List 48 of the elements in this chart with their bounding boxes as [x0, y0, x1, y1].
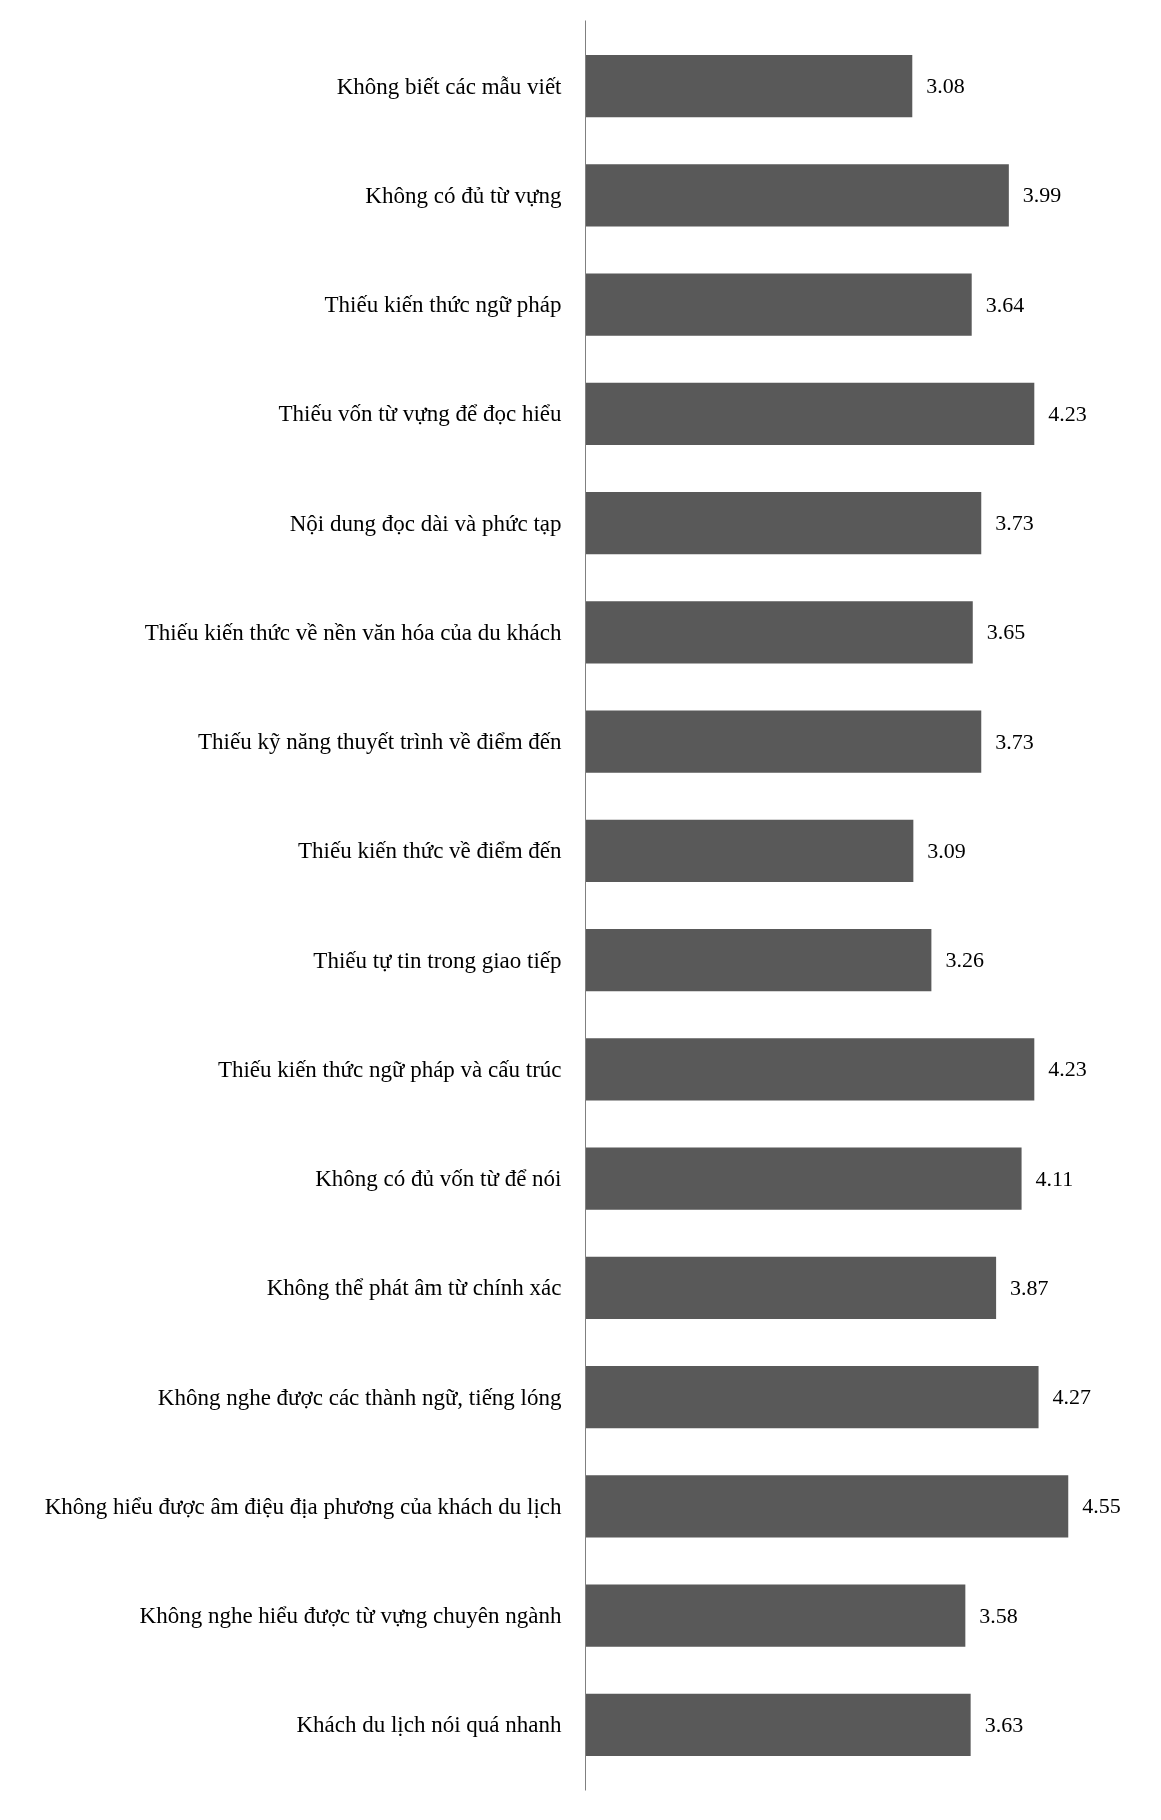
y-tick-label: Không nghe hiểu được từ vựng chuyên ngành: [139, 1603, 562, 1629]
bar: [585, 54, 913, 118]
y-tick-label: Không có đủ vốn từ để nói: [315, 1166, 562, 1192]
data-label: 3.63: [984, 1711, 1024, 1737]
data-label: 3.99: [1022, 182, 1062, 208]
y-tick-label: Không hiểu được âm điệu địa phương của khách du lịch: [44, 1493, 562, 1519]
bar: [585, 601, 973, 664]
y-tick-label: Thiếu tự tin trong giao tiếp: [313, 947, 562, 973]
y-tick-label: Không biết các mẫu viết: [336, 73, 563, 99]
y-tick-label: Khách du lịch nói quá nhanh: [296, 1712, 562, 1738]
y-tick-label: Không có đủ từ vựng: [365, 182, 562, 208]
bar: [585, 382, 1035, 445]
data-label: 4.27: [1052, 1384, 1092, 1410]
data-label: 4.11: [1035, 1165, 1074, 1191]
y-tick-label: Thiếu kiến thức ngữ pháp: [324, 292, 562, 318]
data-label: 3.73: [995, 728, 1034, 754]
data-label: 4.55: [1082, 1493, 1121, 1519]
bar: [585, 928, 932, 992]
bar: [585, 1147, 1022, 1210]
bar: [585, 273, 972, 336]
y-tick-label: Thiếu kiến thức ngữ pháp và cấu trúc: [217, 1056, 562, 1082]
data-label: 3.26: [945, 947, 984, 973]
bar: [585, 819, 914, 883]
data-label: 3.64: [985, 291, 1025, 317]
data-label: 3.58: [979, 1602, 1018, 1628]
bar: [585, 164, 1009, 227]
y-tick-label: Thiếu kiến thức về nền văn hóa của du khách: [144, 619, 562, 645]
y-tick-label: Không nghe được các thành ngữ, tiếng lóng: [157, 1384, 562, 1410]
y-tick-label: Thiếu kiến thức về điểm đến: [298, 838, 562, 864]
data-label: 3.08: [926, 73, 965, 99]
bar: [585, 1038, 1035, 1101]
y-tick-label: Thiếu kỹ năng thuyết trình về điểm đến: [198, 729, 562, 755]
data-label: 3.73: [995, 510, 1034, 536]
y-tick-label: Không thể phát âm từ chính xác: [266, 1275, 562, 1301]
y-tick-label: Nội dung đọc dài và phức tạp: [289, 510, 562, 536]
bar: [585, 1584, 966, 1647]
data-label: 4.23: [1048, 400, 1087, 426]
y-tick-label: Thiếu vốn từ vựng để đọc hiểu: [278, 401, 562, 427]
bar: [585, 1693, 971, 1757]
bar: [585, 1366, 1039, 1429]
data-label: 3.65: [986, 619, 1026, 645]
data-label: 4.23: [1048, 1056, 1087, 1082]
bar: [585, 491, 982, 555]
data-label: 3.87: [1010, 1274, 1049, 1300]
bar: [585, 710, 982, 773]
data-label: 3.09: [927, 837, 966, 863]
bar: [585, 1256, 997, 1320]
bar: [585, 1475, 1069, 1538]
